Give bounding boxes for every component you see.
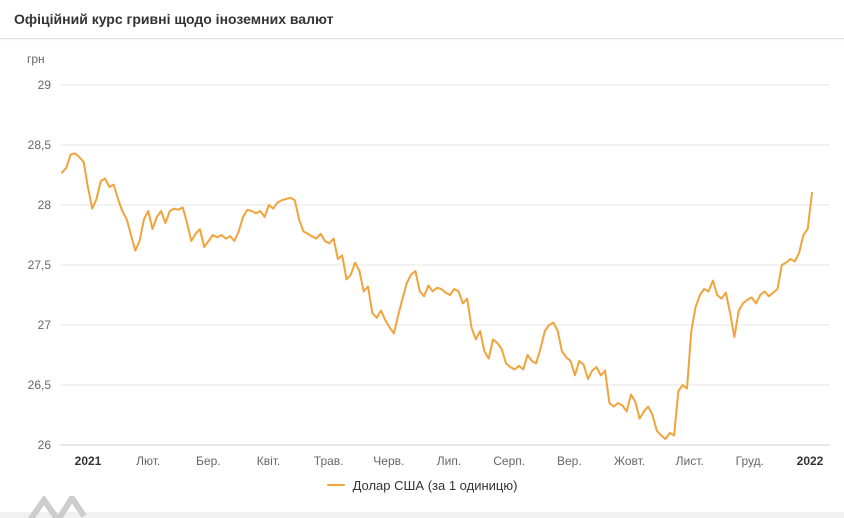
y-axis-tick-label: 27 [38,318,52,332]
x-axis-tick-label: Черв. [373,454,404,468]
y-axis-tick-label: 28 [38,198,52,212]
legend-label: Долар США (за 1 одиницю) [352,477,518,493]
y-axis-tick-label: 26 [38,438,52,452]
x-axis-tick-label: Груд. [736,454,764,468]
page-header: Офіційний курс гривні щодо іноземних вал… [0,0,844,39]
x-axis-tick-label: Лист. [676,454,704,468]
y-axis-tick-label: 26,5 [28,378,52,392]
watermark-logo [28,496,88,518]
x-axis-tick-label: 2021 [75,454,102,468]
x-axis-tick-label: Трав. [314,454,344,468]
y-axis-tick-label: 28,5 [28,138,52,152]
series-line-usd [61,152,813,440]
y-axis-tick-label: 27,5 [28,258,52,272]
x-axis-tick-label: Лют. [136,454,160,468]
y-axis-title: грн [27,52,45,66]
legend-line-swatch [326,484,345,486]
footer-strip [0,512,844,518]
x-axis-tick-label: Жовт. [614,454,645,468]
x-axis-tick-label: Вер. [557,454,582,468]
x-axis-tick-label: Бер. [196,454,221,468]
y-axis-tick-label: 29 [38,78,52,92]
x-axis-tick-label: Квіт. [257,454,281,468]
x-axis-tick-label: 2022 [797,454,824,468]
watermark-zigzag [28,496,87,518]
x-axis-tick-label: Серп. [493,454,525,468]
page-title: Офіційний курс гривні щодо іноземних вал… [14,11,334,27]
x-axis-tick-label: Лип. [437,454,461,468]
legend-item-usd[interactable]: Долар США (за 1 одиницю) [0,475,844,495]
